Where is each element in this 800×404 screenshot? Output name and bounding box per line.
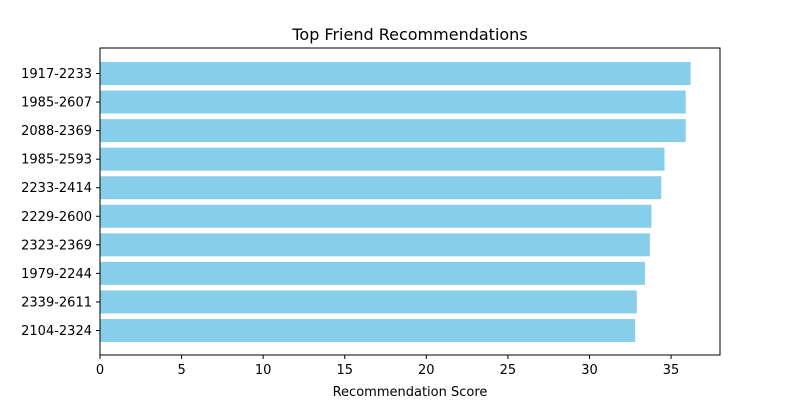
y-axis-ticks: 1917-2233 1985-2607 2088-2369 1985-2593 2233…	[21, 67, 100, 339]
bar	[100, 319, 636, 342]
x-tick-label: 25	[500, 363, 517, 378]
y-tick-label: 1917-2233	[21, 67, 92, 82]
chart-title: Top Friend Recommendations	[291, 25, 527, 44]
x-tick-label: 0	[96, 363, 104, 378]
bar	[100, 147, 665, 171]
y-tick-label: 2104-2324	[21, 324, 92, 339]
y-tick-label: 2339-2611	[21, 295, 92, 310]
bar	[100, 290, 637, 314]
y-tick-label: 2088-2369	[21, 124, 92, 139]
plot-frame	[99, 47, 721, 356]
x-axis-ticks: 0 5 10 15 20 25 30 35	[96, 355, 679, 378]
y-tick-label: 2323-2369	[21, 238, 92, 253]
bar	[100, 119, 686, 143]
bar	[100, 204, 652, 228]
y-tick-label: 1985-2607	[21, 96, 92, 111]
bar	[100, 233, 650, 257]
x-tick-label: 20	[418, 363, 435, 378]
y-tick-label: 1979-2244	[21, 267, 92, 282]
x-tick-label: 10	[255, 363, 272, 378]
x-tick-label: 35	[663, 363, 680, 378]
x-tick-label: 30	[581, 363, 598, 378]
x-axis-label: Recommendation Score	[333, 385, 488, 400]
x-tick-label: 5	[177, 363, 185, 378]
x-tick-label: 15	[336, 363, 353, 378]
bar	[100, 90, 686, 114]
bar	[100, 176, 662, 200]
y-tick-label: 2229-2600	[21, 210, 92, 225]
y-tick-label: 2233-2414	[21, 181, 92, 196]
bars-group	[100, 62, 691, 342]
bar	[100, 261, 645, 285]
y-tick-label: 1985-2593	[21, 153, 92, 168]
bar	[100, 62, 691, 85]
